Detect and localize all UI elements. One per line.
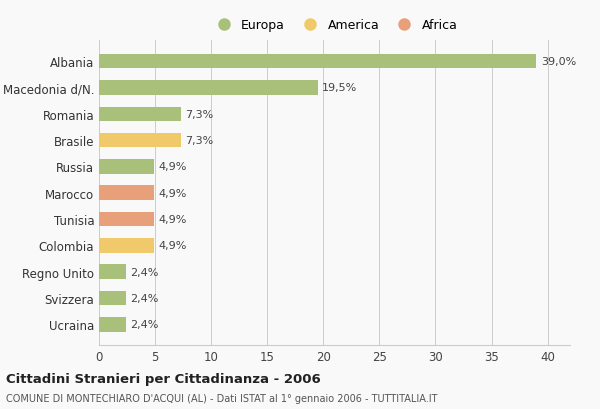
Bar: [99, 317, 126, 332]
Bar: [99, 265, 126, 279]
Bar: [99, 160, 154, 174]
Text: 7,3%: 7,3%: [185, 110, 214, 119]
Bar: [99, 107, 181, 122]
Bar: [99, 238, 154, 253]
Bar: [99, 186, 154, 200]
Text: 4,9%: 4,9%: [158, 188, 187, 198]
Text: 4,9%: 4,9%: [158, 215, 187, 225]
Text: 4,9%: 4,9%: [158, 241, 187, 251]
Text: 39,0%: 39,0%: [541, 57, 576, 67]
Text: 2,4%: 2,4%: [130, 293, 159, 303]
Bar: [99, 81, 317, 95]
Text: 19,5%: 19,5%: [322, 83, 358, 93]
Text: COMUNE DI MONTECHIARO D'ACQUI (AL) - Dati ISTAT al 1° gennaio 2006 - TUTTITALIA.: COMUNE DI MONTECHIARO D'ACQUI (AL) - Dat…: [6, 393, 437, 403]
Bar: [99, 55, 536, 69]
Text: Cittadini Stranieri per Cittadinanza - 2006: Cittadini Stranieri per Cittadinanza - 2…: [6, 372, 321, 385]
Text: 7,3%: 7,3%: [185, 136, 214, 146]
Bar: [99, 133, 181, 148]
Text: 2,4%: 2,4%: [130, 267, 159, 277]
Text: 2,4%: 2,4%: [130, 319, 159, 330]
Bar: [99, 212, 154, 227]
Text: 4,9%: 4,9%: [158, 162, 187, 172]
Bar: [99, 291, 126, 306]
Legend: Europa, America, Africa: Europa, America, Africa: [209, 17, 460, 35]
